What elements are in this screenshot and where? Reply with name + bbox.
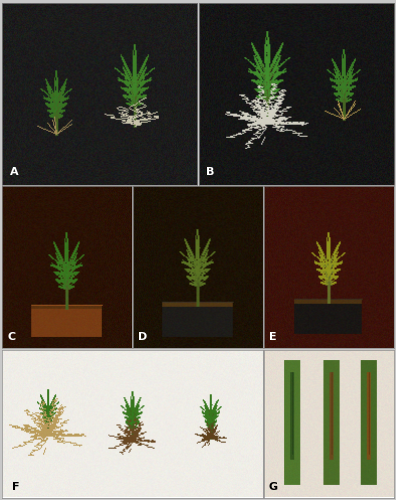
Text: F: F [12, 482, 20, 492]
Text: B: B [206, 168, 215, 177]
Text: A: A [10, 168, 19, 177]
Text: C: C [7, 332, 15, 342]
Text: E: E [269, 332, 277, 342]
Text: G: G [269, 482, 278, 492]
Text: D: D [138, 332, 147, 342]
